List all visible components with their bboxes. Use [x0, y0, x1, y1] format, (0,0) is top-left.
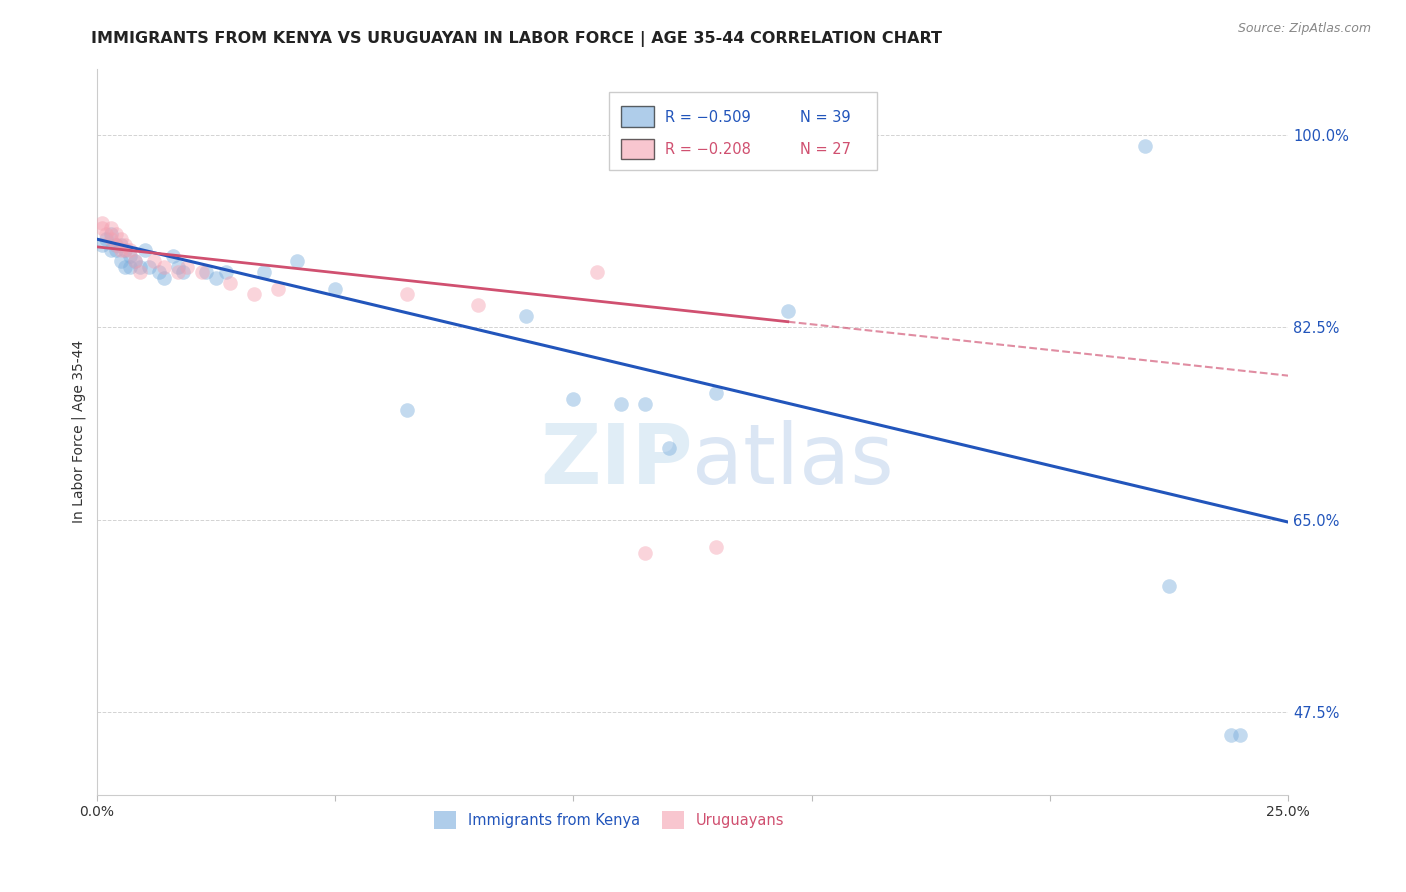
Point — [110, 243, 132, 257]
Point — [143, 254, 166, 268]
Text: R = −0.509: R = −0.509 — [665, 110, 751, 125]
Point — [1157, 579, 1180, 593]
Point — [658, 442, 681, 456]
Legend: Immigrants from Kenya, Uruguayans: Immigrants from Kenya, Uruguayans — [429, 805, 790, 835]
Point — [162, 249, 184, 263]
Point — [704, 541, 727, 555]
Point — [114, 243, 136, 257]
Point — [148, 265, 170, 279]
Point — [515, 309, 537, 323]
Y-axis label: In Labor Force | Age 35-44: In Labor Force | Age 35-44 — [72, 340, 86, 524]
Point — [138, 260, 160, 274]
Text: Source: ZipAtlas.com: Source: ZipAtlas.com — [1237, 22, 1371, 36]
Point — [124, 254, 146, 268]
Point — [110, 232, 132, 246]
Point — [172, 265, 194, 279]
Point — [323, 282, 346, 296]
Point — [190, 265, 212, 279]
Point — [104, 237, 127, 252]
Text: atlas: atlas — [693, 420, 894, 501]
Point — [152, 270, 174, 285]
Point — [104, 227, 127, 241]
Text: IMMIGRANTS FROM KENYA VS URUGUAYAN IN LABOR FORCE | AGE 35-44 CORRELATION CHART: IMMIGRANTS FROM KENYA VS URUGUAYAN IN LA… — [91, 31, 942, 47]
Point — [96, 227, 118, 241]
Point — [110, 237, 132, 252]
Point — [114, 260, 136, 274]
Point — [776, 303, 799, 318]
Point — [104, 237, 127, 252]
Point — [166, 260, 188, 274]
Point — [114, 237, 136, 252]
Text: R = −0.208: R = −0.208 — [665, 143, 751, 157]
Point — [90, 216, 112, 230]
Point — [100, 232, 122, 246]
Point — [90, 237, 112, 252]
Point — [100, 243, 122, 257]
Point — [704, 386, 727, 401]
Point — [395, 402, 418, 417]
Point — [100, 221, 122, 235]
Point — [634, 546, 657, 560]
Text: N = 27: N = 27 — [800, 143, 851, 157]
Point — [100, 227, 122, 241]
Point — [252, 265, 274, 279]
Point — [562, 392, 585, 406]
Point — [195, 265, 218, 279]
Point — [166, 265, 188, 279]
Point — [219, 276, 242, 290]
Point — [110, 254, 132, 268]
Point — [214, 265, 236, 279]
Point — [120, 249, 142, 263]
Point — [120, 243, 142, 257]
Point — [1219, 727, 1241, 741]
Point — [96, 232, 118, 246]
Point — [285, 254, 308, 268]
Point — [267, 282, 290, 296]
Point — [128, 265, 150, 279]
FancyBboxPatch shape — [609, 92, 877, 170]
Text: ZIP: ZIP — [540, 420, 693, 501]
Point — [467, 298, 489, 312]
Point — [634, 397, 657, 411]
Point — [104, 243, 127, 257]
Point — [243, 287, 266, 301]
Point — [395, 287, 418, 301]
Point — [90, 221, 112, 235]
FancyBboxPatch shape — [621, 106, 654, 127]
Point — [205, 270, 228, 285]
FancyBboxPatch shape — [621, 139, 654, 160]
Point — [134, 243, 156, 257]
Point — [152, 260, 174, 274]
Point — [610, 397, 633, 411]
Point — [586, 265, 609, 279]
Point — [114, 243, 136, 257]
Point — [128, 260, 150, 274]
Point — [1229, 727, 1251, 741]
Point — [176, 260, 198, 274]
Text: N = 39: N = 39 — [800, 110, 851, 125]
Point — [124, 254, 146, 268]
Point — [120, 260, 142, 274]
Point — [1133, 138, 1156, 153]
